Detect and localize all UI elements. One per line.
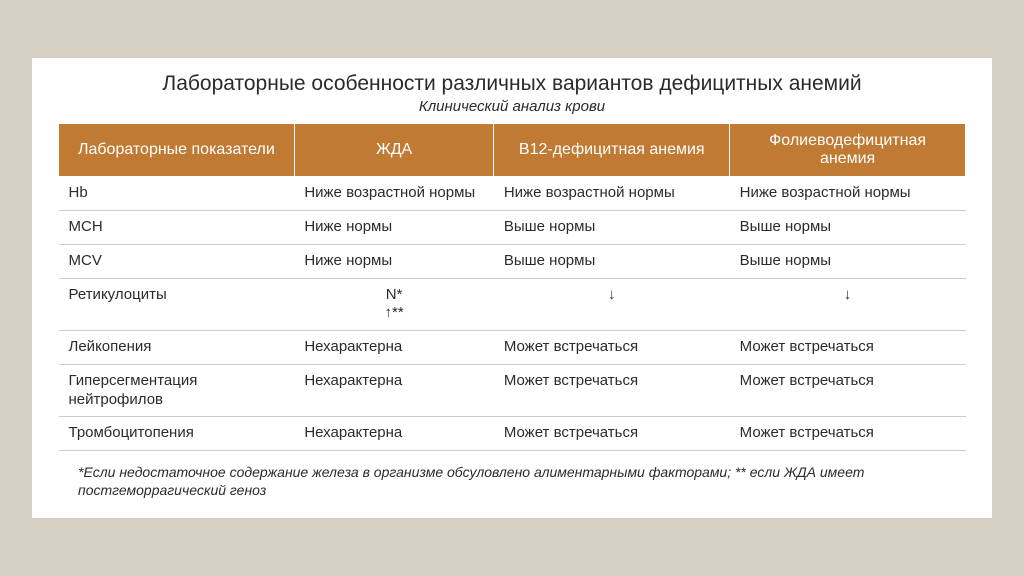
- cell: Ниже возрастной нормы: [730, 177, 966, 211]
- table-row: Гиперсегментация нейтрофиловНехарактерна…: [59, 364, 966, 417]
- cell: Может встречаться: [730, 417, 966, 451]
- col-header-b12: В12-дефицитная анемия: [494, 124, 730, 177]
- table-header-row: Лабораторные показатели ЖДА В12-дефицитн…: [59, 124, 966, 177]
- table-row: ТромбоцитопенияНехарактернаМожет встреча…: [59, 417, 966, 451]
- table-body: HbНиже возрастной нормыНиже возрастной н…: [59, 177, 966, 451]
- anemia-table: Лабораторные показатели ЖДА В12-дефицитн…: [58, 123, 966, 451]
- cell: Может встречаться: [730, 364, 966, 417]
- row-label: Тромбоцитопения: [59, 417, 295, 451]
- cell: N*↑**: [294, 278, 494, 331]
- cell: Нехарактерна: [294, 364, 494, 417]
- table-row: HbНиже возрастной нормыНиже возрастной н…: [59, 177, 966, 211]
- row-label: Hb: [59, 177, 295, 211]
- row-label: Гиперсегментация нейтрофилов: [59, 364, 295, 417]
- cell: Выше нормы: [730, 244, 966, 278]
- col-header-lab: Лабораторные показатели: [59, 124, 295, 177]
- table-row: ЛейкопенияНехарактернаМожет встречатьсяМ…: [59, 331, 966, 365]
- cell: Ниже нормы: [294, 244, 494, 278]
- footnote: *Если недостаточное содержание железа в …: [58, 463, 966, 499]
- cell: ↓: [730, 278, 966, 331]
- table-row: РетикулоцитыN*↑**↓↓: [59, 278, 966, 331]
- row-label: Лейкопения: [59, 331, 295, 365]
- row-label: MCH: [59, 211, 295, 245]
- col-header-ida: ЖДА: [294, 124, 494, 177]
- cell: Может встречаться: [494, 331, 730, 365]
- row-label: MCV: [59, 244, 295, 278]
- slide: Лабораторные особенности различных вариа…: [32, 58, 992, 517]
- cell: ↓: [494, 278, 730, 331]
- table-row: MCVНиже нормыВыше нормыВыше нормы: [59, 244, 966, 278]
- cell: Ниже возрастной нормы: [494, 177, 730, 211]
- col-header-folate: Фолиеводефицитная анемия: [730, 124, 966, 177]
- cell: Может встречаться: [494, 364, 730, 417]
- cell: Выше нормы: [494, 211, 730, 245]
- cell: Выше нормы: [494, 244, 730, 278]
- cell: Ниже нормы: [294, 211, 494, 245]
- table-row: MCHНиже нормыВыше нормыВыше нормы: [59, 211, 966, 245]
- cell: Выше нормы: [730, 211, 966, 245]
- cell: Нехарактерна: [294, 331, 494, 365]
- cell: Может встречаться: [494, 417, 730, 451]
- cell: Нехарактерна: [294, 417, 494, 451]
- cell: Может встречаться: [730, 331, 966, 365]
- slide-subtitle: Клинический анализ крови: [58, 98, 966, 115]
- cell: Ниже возрастной нормы: [294, 177, 494, 211]
- row-label: Ретикулоциты: [59, 278, 295, 331]
- slide-title: Лабораторные особенности различных вариа…: [58, 72, 966, 96]
